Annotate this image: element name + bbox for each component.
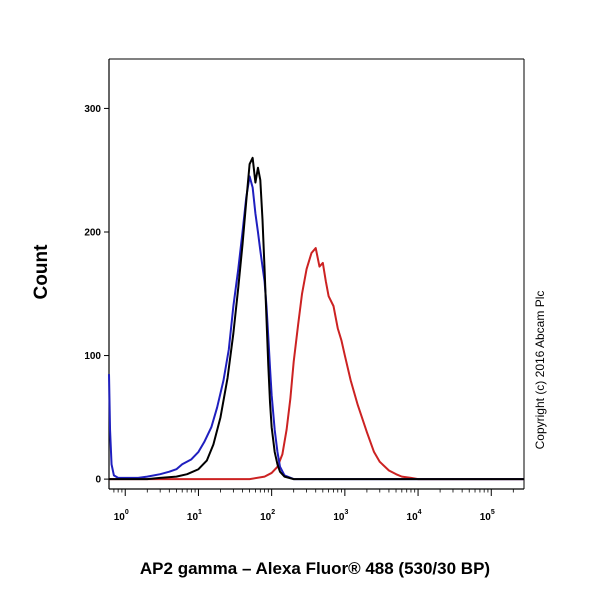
- x-tick-label: 105: [480, 509, 495, 523]
- histogram-series: [108, 156, 524, 481]
- y-tick-label: 200: [84, 227, 101, 238]
- histogram-line-red: [109, 247, 524, 481]
- histogram-line-blue: [108, 175, 524, 481]
- x-tick-label: 103: [333, 509, 348, 523]
- x-axis-title: AP2 gamma – Alexa Fluor® 488 (530/30 BP): [140, 559, 490, 578]
- y-tick-label: 300: [84, 104, 101, 115]
- histogram-line-black: [109, 156, 524, 481]
- plot-frame: [108, 58, 525, 490]
- y-tick-label: 0: [95, 475, 101, 486]
- x-tick-label: 101: [187, 509, 202, 523]
- y-tick-label: 100: [84, 351, 101, 362]
- x-tick-label: 102: [260, 509, 275, 523]
- y-axis-title: Count: [31, 244, 52, 300]
- x-tick-label: 100: [114, 509, 129, 523]
- axis-ticks: 0 100 200 300 100 101 102 103 104 105: [84, 104, 514, 523]
- copyright-notice: Copyright (c) 2016 Abcam Plc: [533, 291, 547, 450]
- x-tick-label: 104: [407, 509, 422, 523]
